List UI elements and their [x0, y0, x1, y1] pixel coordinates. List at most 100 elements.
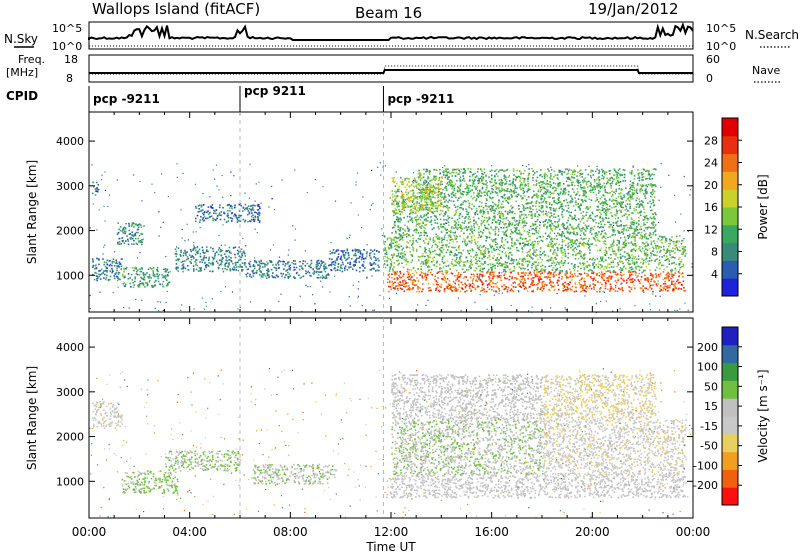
range-cell [621, 246, 624, 249]
range-cell [229, 210, 231, 212]
range-cell [540, 198, 543, 201]
range-cell [640, 228, 643, 231]
range-cell [424, 250, 426, 253]
range-cell [456, 227, 459, 229]
range-cell [491, 277, 494, 280]
range-cell [298, 268, 301, 271]
range-cell [570, 289, 573, 291]
nave-tick-bottom: 0 [706, 72, 713, 85]
range-cell [436, 272, 439, 274]
range-cell [95, 272, 98, 275]
range-cell [644, 258, 647, 260]
range-cell [614, 234, 617, 236]
range-cell [369, 264, 372, 266]
range-cell [504, 239, 507, 241]
range-cell [226, 268, 228, 271]
range-cell [496, 281, 499, 284]
nsky-trace [88, 22, 694, 41]
range-cell [447, 285, 449, 287]
range-cell [586, 227, 588, 230]
range-cell [552, 273, 555, 276]
range-cell [571, 240, 573, 242]
range-cell [284, 263, 287, 265]
range-cell [402, 247, 404, 250]
range-cell [612, 240, 615, 242]
range-cell [135, 242, 138, 245]
range-cell [464, 239, 466, 241]
range-cell [390, 263, 392, 265]
range-cell [614, 217, 617, 220]
range-cell [432, 257, 434, 260]
range-cell [579, 250, 581, 252]
range-cell [646, 217, 648, 220]
range-cell [420, 272, 423, 274]
range-cell [336, 268, 339, 271]
range-cell [510, 205, 512, 207]
range-cell [645, 215, 648, 217]
range-cell [596, 290, 598, 293]
range-cell [664, 285, 666, 287]
range-cell [444, 196, 447, 198]
range-cell [664, 241, 666, 243]
freq-tick-bottom: 8 [66, 72, 73, 85]
range-cell [122, 232, 125, 234]
range-cell [574, 209, 577, 211]
range-cell [643, 250, 646, 252]
range-cell [568, 283, 570, 286]
range-cell [580, 278, 583, 281]
range-cell [489, 232, 491, 235]
range-cell [628, 254, 630, 256]
range-cell [684, 290, 686, 292]
range-cell [521, 248, 524, 250]
range-cell [642, 259, 645, 262]
range-cell [123, 229, 125, 231]
range-cell [258, 264, 260, 266]
range-cell [550, 237, 553, 240]
range-cell [595, 222, 597, 224]
range-cell [601, 283, 603, 286]
range-cell [650, 209, 652, 212]
range-cell [142, 274, 145, 277]
range-cell [454, 223, 457, 226]
range-cell [555, 225, 557, 228]
range-cell [134, 276, 136, 278]
range-cell [537, 271, 539, 273]
range-cell [521, 242, 524, 245]
range-cell [444, 234, 446, 236]
range-cell [217, 253, 220, 256]
range-cell [139, 280, 141, 282]
range-cell [224, 265, 227, 268]
range-cell [436, 245, 439, 247]
range-cell [202, 258, 205, 260]
range-cell [492, 263, 494, 266]
range-cell [569, 276, 571, 279]
range-cell [522, 277, 524, 279]
range-cell [571, 218, 573, 220]
range-cell [260, 262, 263, 265]
range-cell [108, 265, 111, 267]
range-cell [471, 285, 473, 288]
range-cell [549, 216, 551, 218]
range-cell [505, 285, 507, 288]
range-cell [499, 246, 501, 248]
range-cell [522, 272, 524, 274]
range-cell [464, 285, 467, 288]
range-cell [576, 233, 579, 236]
range-cell [190, 256, 192, 258]
range-cell [466, 284, 468, 287]
range-cell [638, 223, 640, 225]
range-cell [234, 246, 237, 249]
range-cell [230, 260, 233, 262]
range-cell [672, 262, 674, 265]
range-cell [200, 258, 203, 261]
range-cell [534, 205, 537, 207]
range-cell [604, 285, 607, 287]
range-cell [316, 265, 319, 268]
range-cell [557, 249, 559, 251]
range-cell [547, 221, 549, 224]
range-cell [669, 254, 671, 256]
range-cell [390, 246, 393, 249]
range-cell [188, 254, 191, 256]
range-cell [236, 249, 239, 252]
range-cell [164, 277, 167, 280]
